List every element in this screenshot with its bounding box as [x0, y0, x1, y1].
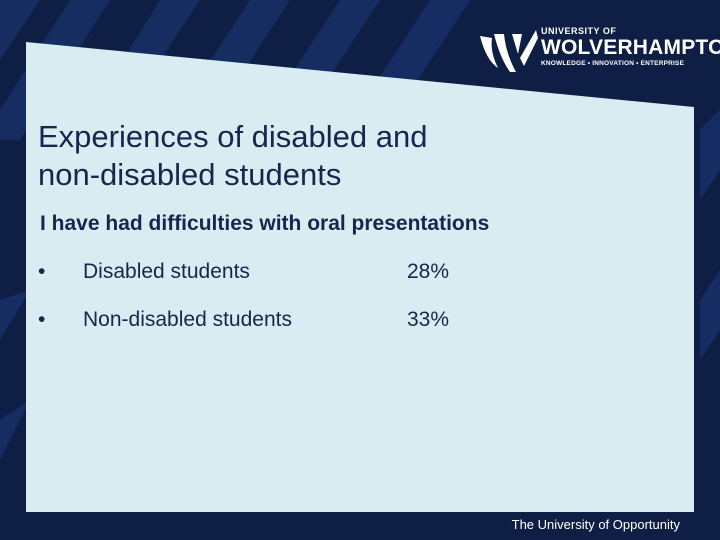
slide-subtitle: I have had difficulties with oral presen… [40, 212, 490, 235]
stat-row-non-disabled: • Non-disabled students 33% [38, 303, 538, 351]
logo-mark-icon [480, 30, 538, 72]
stats-list: • Disabled students 28% • Non-disabled s… [38, 255, 538, 351]
stat-row-disabled: • Disabled students 28% [38, 255, 538, 303]
logo-wordmark: UNIVERSITY OF WOLVERHAMPTON KNOWLEDGE • … [541, 26, 720, 69]
slide-title-line2: non-disabled students [38, 157, 342, 192]
logo-name: WOLVERHAMPTON [541, 36, 720, 59]
stat-value: 33% [407, 308, 450, 331]
stat-value: 28% [407, 260, 450, 283]
stat-label: Non-disabled students [83, 308, 292, 331]
bullet-icon: • [38, 308, 46, 331]
stat-label: Disabled students [83, 260, 250, 283]
footer-tagline: The University of Opportunity [511, 517, 680, 532]
slide-title: Experiences of disabled and non-disabled… [38, 118, 638, 194]
logo-university-of: UNIVERSITY OF [541, 26, 617, 36]
university-logo: UNIVERSITY OF WOLVERHAMPTON KNOWLEDGE • … [478, 26, 720, 76]
slide-title-line1: Experiences of disabled and [38, 119, 428, 154]
content-panel [26, 42, 694, 512]
logo-tagline: KNOWLEDGE • INNOVATION • ENTERPRISE [541, 60, 685, 67]
bullet-icon: • [38, 260, 46, 283]
